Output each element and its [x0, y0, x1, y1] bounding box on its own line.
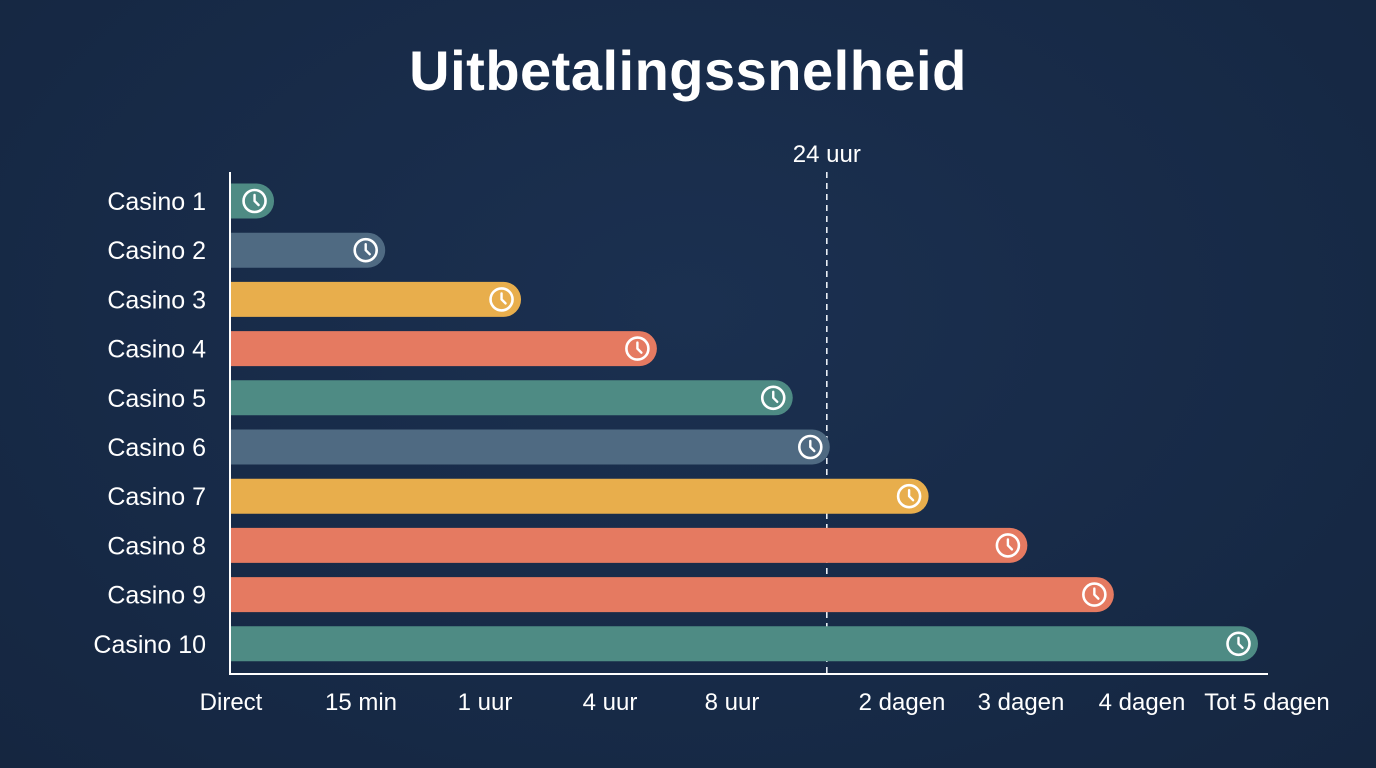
- bar: [231, 626, 1258, 662]
- clock-icon: [760, 385, 786, 411]
- bars-group: [231, 183, 1258, 662]
- category-label: Casino 9: [107, 582, 206, 610]
- axes-group: Direct 15 min 1 uur 4 uur 8 uur 2 dagen 3 dage…: [200, 172, 1330, 716]
- reference-line-label: 24 uur: [793, 141, 861, 168]
- bar-row: [231, 183, 275, 219]
- bar-row: [231, 626, 1258, 662]
- bar-row: [231, 429, 830, 465]
- clock-icon: [1226, 631, 1251, 657]
- category-label: Casino 8: [107, 532, 206, 560]
- category-label: Casino 10: [93, 631, 206, 659]
- bar: [231, 429, 830, 465]
- category-label: Casino 3: [107, 286, 206, 314]
- bar: [231, 183, 275, 219]
- clock-icon: [353, 237, 379, 263]
- bar: [231, 478, 929, 514]
- x-tick-label: 2 dagen: [859, 689, 946, 716]
- labels-group: Casino 1 Casino 2 Casino 3 Casino 4 Casino 5…: [93, 188, 206, 659]
- x-tick-label: Tot 5 dagen: [1204, 689, 1329, 716]
- bar: [231, 527, 1028, 563]
- bar: [231, 331, 657, 367]
- category-label: Casino 7: [107, 483, 206, 511]
- bar-row: [231, 232, 386, 268]
- x-tick-label: 3 dagen: [978, 689, 1065, 716]
- category-label: Casino 1: [107, 188, 206, 216]
- clock-icon: [797, 434, 823, 460]
- bar-row: [231, 478, 929, 514]
- clock-icon: [242, 188, 267, 214]
- bar-row: [231, 331, 657, 367]
- clock-icon: [896, 483, 922, 509]
- chart-title: Uitbetalingssnelheid: [409, 39, 967, 102]
- category-label: Casino 4: [107, 336, 206, 364]
- bar: [231, 577, 1114, 613]
- bar: [231, 380, 793, 416]
- bar: [231, 232, 386, 268]
- x-tick-label: 4 dagen: [1099, 689, 1186, 716]
- bar-row: [231, 380, 793, 416]
- category-label: Casino 6: [107, 434, 206, 462]
- clock-icon: [995, 533, 1021, 558]
- clock-icon: [625, 336, 650, 361]
- x-tick-label: 1 uur: [458, 689, 513, 716]
- x-tick-label: 15 min: [325, 689, 397, 716]
- bar-row: [231, 527, 1028, 563]
- clock-icon: [489, 287, 514, 312]
- x-tick-label: Direct: [200, 689, 263, 716]
- x-tick-label: 8 uur: [705, 689, 760, 716]
- category-label: Casino 2: [107, 237, 206, 265]
- category-label: Casino 5: [107, 385, 206, 413]
- bar-row: [231, 577, 1114, 613]
- clock-icon: [1082, 582, 1107, 607]
- bar: [231, 281, 522, 317]
- bar-row: [231, 281, 522, 317]
- x-tick-label: 4 uur: [583, 689, 638, 716]
